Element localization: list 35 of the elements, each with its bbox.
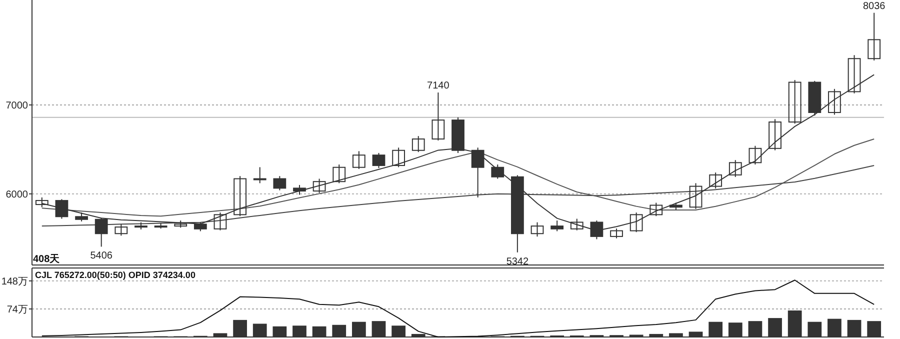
candlestick — [491, 164, 504, 180]
y-tick-label: 148万 — [1, 276, 28, 288]
candlestick — [530, 222, 544, 238]
candlestick — [748, 145, 762, 166]
y-tick-label: 74万 — [6, 304, 28, 316]
candlestick — [432, 92, 445, 142]
candlestick — [709, 172, 722, 190]
annotation: 5406 — [90, 250, 113, 262]
candlestick — [114, 224, 128, 236]
candlestick — [293, 184, 306, 196]
candlestick — [372, 152, 386, 169]
candlestick — [55, 198, 68, 220]
candlestick — [332, 164, 346, 184]
candlestick — [352, 150, 366, 170]
annotation: CJL 765272.00(50:50) OPID 374234.00 — [35, 270, 196, 280]
candlestick — [828, 88, 841, 116]
candlestick — [273, 176, 286, 191]
y-tick-label: 6000 — [6, 189, 28, 200]
candlestick — [689, 182, 702, 210]
candlestick — [253, 166, 266, 184]
candlestick — [392, 147, 405, 168]
candlestick — [650, 202, 663, 217]
candlestick — [728, 160, 742, 178]
candlestick — [868, 12, 881, 61]
candlestick — [471, 147, 484, 198]
annotation: 408天 — [33, 253, 61, 265]
candlestick — [788, 80, 802, 124]
candlestick — [768, 118, 782, 151]
candlestick — [412, 136, 425, 153]
line-series — [41, 138, 875, 217]
annotation: 7140 — [427, 80, 450, 92]
annotation: 8036 — [862, 0, 886, 12]
y-tick-label: 7000 — [6, 100, 28, 112]
candlestick — [234, 176, 246, 217]
candlestick — [312, 178, 326, 194]
